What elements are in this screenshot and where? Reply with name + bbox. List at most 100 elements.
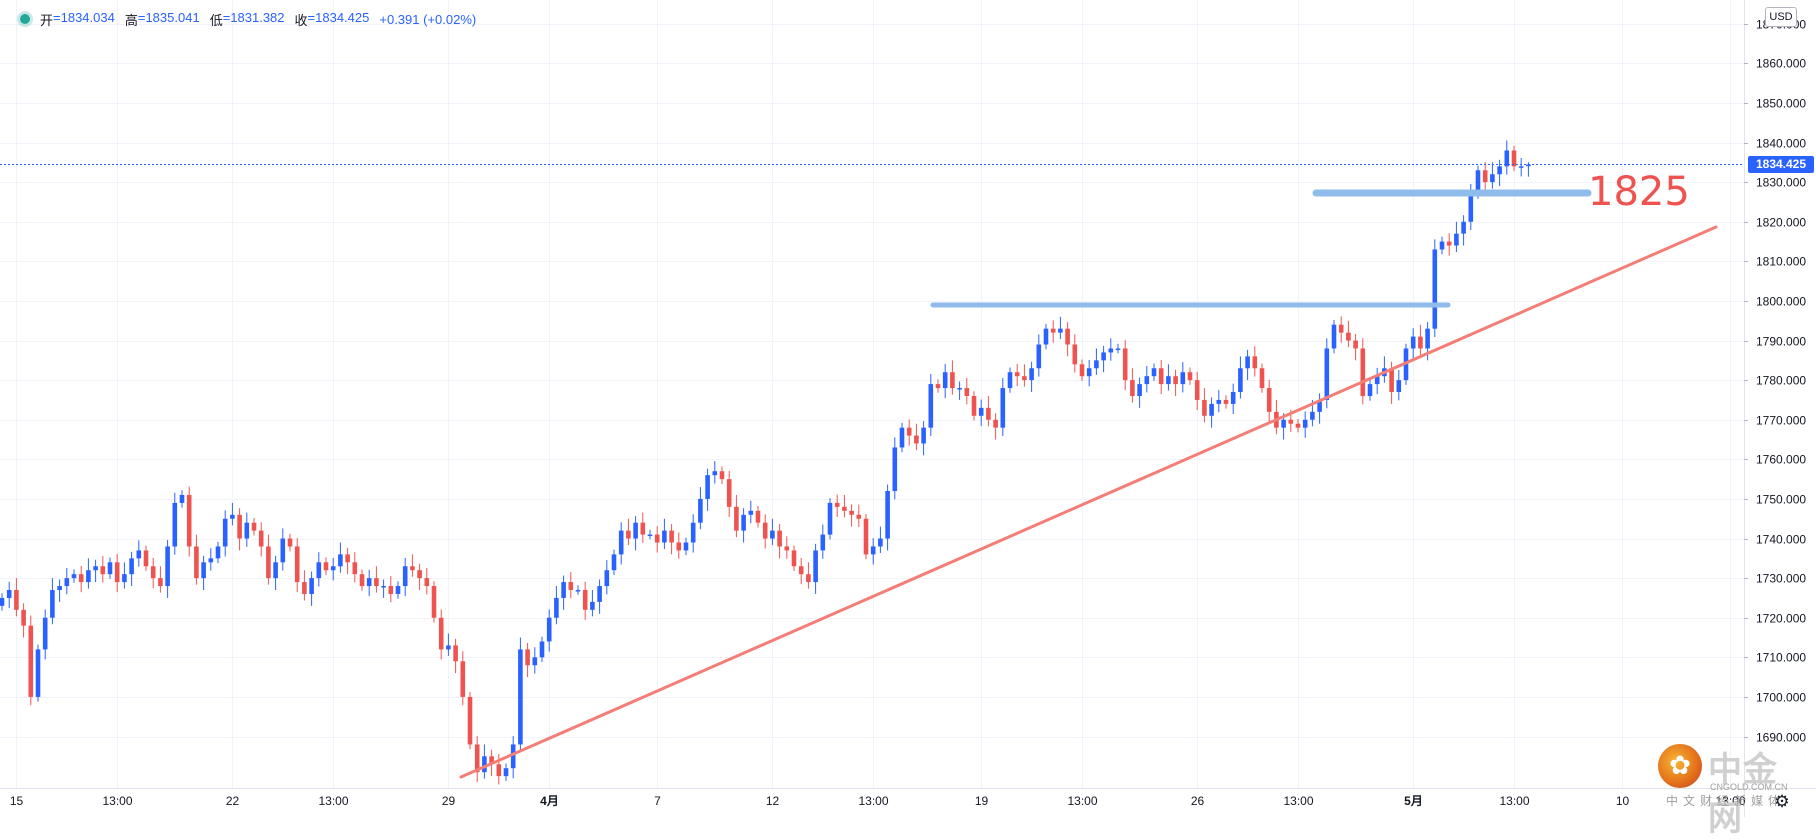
candle xyxy=(71,569,77,583)
candle-body xyxy=(921,427,926,444)
candle-body xyxy=(640,522,646,535)
candle xyxy=(21,603,26,638)
candle-body xyxy=(21,609,26,626)
candle xyxy=(1173,369,1178,396)
price-tick-label: 1730.000 xyxy=(1756,572,1806,586)
time-tick-label: 13:00 xyxy=(1715,794,1745,808)
price-chart[interactable]: 1690.000 1700.000 1710.000 1720.000 1730.000… xyxy=(0,0,1816,817)
candle-body xyxy=(1043,328,1049,345)
candle xyxy=(1331,319,1337,354)
candle-body xyxy=(1022,376,1027,381)
candle xyxy=(294,538,300,593)
candle-body xyxy=(1482,170,1488,183)
candle-body xyxy=(6,590,12,598)
candle xyxy=(417,563,422,591)
candle xyxy=(64,568,70,595)
candle xyxy=(1245,349,1250,381)
candle-body xyxy=(546,617,552,642)
candle-body xyxy=(345,554,350,563)
candle-body xyxy=(1425,328,1430,349)
candle-body xyxy=(611,554,617,571)
candle xyxy=(791,545,797,572)
candle-body xyxy=(93,566,98,571)
candle-body xyxy=(647,534,653,537)
candle xyxy=(172,492,178,555)
candle xyxy=(482,744,487,779)
candle xyxy=(1115,343,1121,354)
candle-body xyxy=(1518,166,1524,168)
grid-lines xyxy=(0,0,1744,788)
candle xyxy=(237,508,242,551)
candle-body xyxy=(244,522,250,539)
candle xyxy=(712,461,718,484)
candle-body xyxy=(237,514,242,539)
candle xyxy=(856,504,862,528)
candle xyxy=(1295,418,1301,433)
candle xyxy=(93,559,98,583)
price-tick-label: 1780.000 xyxy=(1756,374,1806,388)
candle-body xyxy=(1158,368,1164,385)
candle-body xyxy=(1439,241,1445,250)
candle-body xyxy=(935,384,941,389)
time-tick-label: 5月 xyxy=(1404,794,1423,808)
candle xyxy=(683,537,689,556)
candle-body xyxy=(813,550,818,583)
candle xyxy=(1490,162,1495,189)
candle xyxy=(460,651,466,706)
candle-body xyxy=(352,562,358,575)
time-tick-label: 15 xyxy=(10,794,24,808)
candle xyxy=(215,541,221,564)
candle-body xyxy=(388,586,394,594)
candle-body xyxy=(1223,399,1229,404)
candle-body xyxy=(842,506,847,511)
candle xyxy=(1022,364,1027,387)
candle xyxy=(222,510,228,557)
candle-body xyxy=(1209,403,1214,416)
candle-body xyxy=(1468,194,1474,222)
gear-icon[interactable]: ⚙ xyxy=(1774,792,1790,811)
level-annotation-text[interactable]: 1825 xyxy=(1588,169,1690,215)
candle-body xyxy=(1310,411,1315,420)
candle-body xyxy=(683,542,689,551)
candle-body xyxy=(568,582,574,591)
candle xyxy=(950,360,955,395)
time-axis[interactable]: 15 13:00 22 13:00 29 4月 7 12 13:00 19 13:00 26 13:00… xyxy=(10,794,1816,808)
candle xyxy=(381,579,386,598)
candle xyxy=(100,556,106,583)
candle xyxy=(338,542,343,573)
candle-body xyxy=(395,586,401,594)
candle xyxy=(575,585,581,595)
candle-body xyxy=(251,522,257,531)
candle-body xyxy=(1432,249,1438,329)
candle-body xyxy=(784,546,790,551)
currency-button[interactable]: USD xyxy=(1765,7,1797,27)
candle-body xyxy=(827,502,833,535)
candle xyxy=(78,565,84,593)
time-tick-label: 4月 xyxy=(540,794,559,808)
legend-high: 高 =1835.041 xyxy=(124,9,200,28)
candle xyxy=(741,508,746,543)
candle-body xyxy=(1137,384,1142,396)
candle-body xyxy=(1360,348,1366,396)
candle xyxy=(323,557,329,575)
candle-body xyxy=(1302,419,1308,428)
candle-body xyxy=(467,696,473,745)
candle xyxy=(784,536,790,559)
candle xyxy=(1346,320,1351,348)
candle xyxy=(899,422,905,453)
candle xyxy=(273,555,278,591)
legend-close: 收 =1834.425 xyxy=(294,9,370,28)
support-trendline[interactable] xyxy=(459,225,1718,779)
candle xyxy=(928,374,934,436)
candle xyxy=(1317,393,1322,424)
candle-body xyxy=(482,756,487,773)
candle xyxy=(1036,334,1042,377)
candle-body xyxy=(654,534,660,543)
price-axis[interactable]: 1690.000 1700.000 1710.000 1720.000 1730.000… xyxy=(1744,18,1806,745)
candle-body xyxy=(604,570,610,587)
candle-body xyxy=(186,494,192,547)
candle-body xyxy=(100,566,106,575)
candle xyxy=(662,518,667,550)
candle xyxy=(561,575,566,610)
candle xyxy=(618,522,624,565)
